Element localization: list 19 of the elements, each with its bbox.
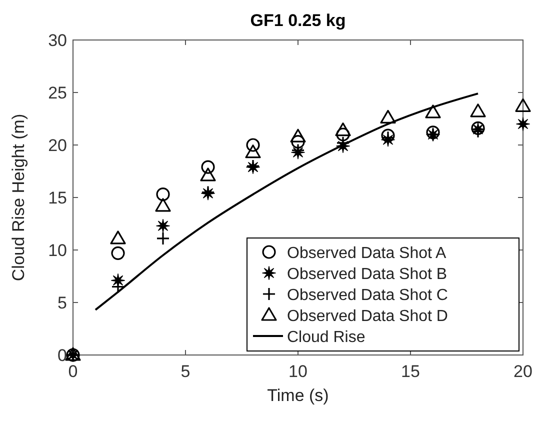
y-axis-title: Cloud Rise Height (m) [9, 114, 28, 282]
y-tick-label: 20 [48, 136, 67, 155]
x-tick-label: 5 [180, 362, 190, 381]
legend-label: Observed Data Shot B [287, 266, 448, 283]
y-tick-label: 5 [58, 294, 67, 312]
x-tick-label: 20 [514, 362, 532, 381]
y-tick-label: 30 [48, 31, 67, 50]
y-tick-label: 10 [48, 241, 67, 260]
legend-label: Observed Data Shot C [287, 287, 448, 304]
y-tick-label: 25 [48, 84, 67, 102]
y-tick-label: 15 [48, 188, 67, 208]
legend-label: Observed Data Shot A [287, 245, 447, 262]
y-tick-label: 0 [58, 346, 67, 365]
legend-label: Observed Data Shot D [287, 308, 448, 325]
chart-title: GF1 0.25 kg [250, 11, 346, 30]
x-tick-label: 15 [401, 362, 420, 381]
x-axis-title: Time (s) [267, 386, 329, 405]
x-tick-label: 10 [288, 362, 308, 381]
legend-label: Cloud Rise [287, 329, 366, 346]
